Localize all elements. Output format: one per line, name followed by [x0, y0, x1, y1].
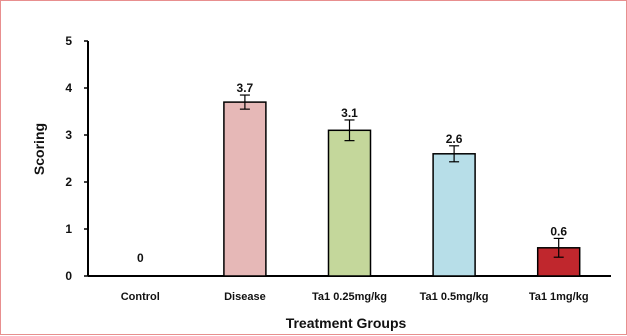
- y-tick-label: 3: [65, 128, 72, 142]
- y-tick-label: 2: [65, 175, 72, 189]
- bar: [432, 153, 476, 277]
- x-tick-label: Disease: [224, 291, 266, 303]
- x-axis-label: Treatment Groups: [286, 315, 407, 331]
- data-label: 0.6: [550, 224, 567, 238]
- y-tick-label: 5: [65, 34, 72, 48]
- data-label: 3.1: [341, 106, 358, 120]
- x-tick-label: Ta1 0.25mg/kg: [312, 291, 387, 303]
- bar: [223, 101, 267, 277]
- x-tick-label: Ta1 0.5mg/kg: [420, 291, 489, 303]
- bars: [223, 101, 581, 277]
- data-label: 3.7: [237, 81, 254, 95]
- error-bars: [239, 94, 564, 258]
- y-tick-label: 0: [65, 269, 72, 283]
- bar: [327, 129, 372, 277]
- y-tick-label: 4: [65, 81, 72, 95]
- x-tick-label: Control: [121, 291, 160, 303]
- data-label: 0: [137, 251, 144, 265]
- x-tick-label: Ta1 1mg/kg: [529, 291, 589, 303]
- y-tick-label: 1: [65, 222, 72, 236]
- axes: 0 1 2 3 4 5: [65, 34, 611, 283]
- y-axis-label: Scoring: [31, 123, 47, 175]
- labels: 0 Control 3.7 Disease 3.1 Ta1 0.25mg/kg 2.6 Ta1…: [121, 81, 589, 303]
- data-label: 2.6: [446, 132, 463, 146]
